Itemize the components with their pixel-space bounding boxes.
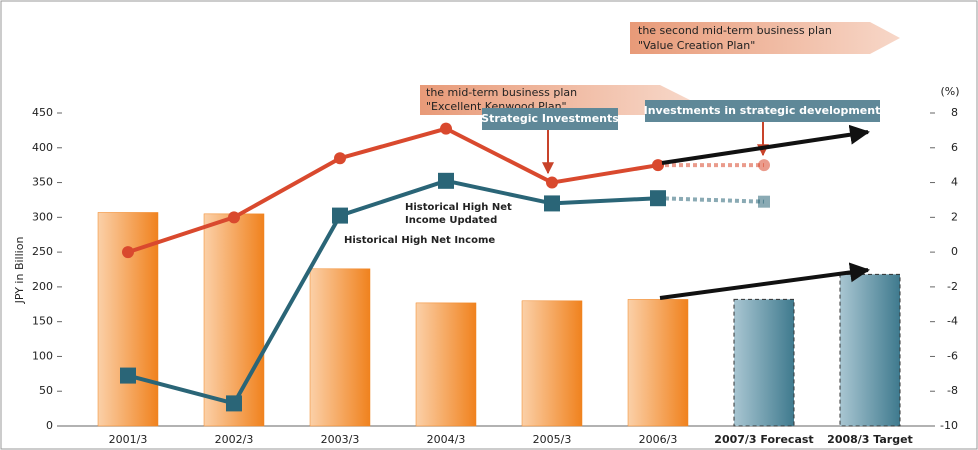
marker — [650, 190, 666, 207]
marker — [228, 211, 240, 224]
banner — [630, 22, 900, 54]
callout-text: Strategic Investments — [481, 112, 619, 125]
annotation: Historical High Net Income — [344, 235, 495, 246]
y-tick-label: 350 — [32, 176, 53, 189]
x-tick-label: 2001/3 — [109, 433, 148, 446]
x-tick-label: 2007/3 Forecast — [714, 433, 813, 446]
bar — [627, 299, 689, 427]
y2-tick-label: -2 — [947, 280, 958, 293]
y2-tick-label: -4 — [947, 315, 958, 328]
callout-text: Investments in strategic development — [644, 104, 881, 117]
marker — [438, 172, 454, 189]
bar — [839, 273, 901, 427]
marker — [758, 159, 770, 172]
marker — [120, 367, 136, 384]
marker — [334, 152, 346, 165]
marker — [226, 395, 242, 412]
line — [127, 126, 659, 255]
callout-box — [645, 100, 880, 122]
y2-tick-label: -6 — [947, 349, 958, 362]
bar — [203, 213, 265, 427]
y2-tick-label: 8 — [951, 106, 958, 119]
banner-text: the mid-term business plan — [426, 86, 577, 99]
y2-tick-label: -10 — [940, 419, 958, 432]
callout-box — [482, 108, 618, 130]
trend-arrow — [661, 124, 870, 165]
x-tick-label: 2005/3 — [533, 433, 572, 446]
banner-text: the second mid-term business plan — [638, 24, 832, 37]
x-tick-label: 2006/3 — [639, 433, 678, 446]
annotation: Income Updated — [405, 215, 497, 226]
annotation: Historical High Net — [405, 202, 512, 213]
y-tick-label: 150 — [32, 315, 53, 328]
x-tick-label: 2004/3 — [427, 433, 466, 446]
line-forecast — [657, 196, 765, 204]
y-tick-label: 400 — [32, 141, 53, 154]
x-tick-label: 2002/3 — [215, 433, 254, 446]
y-tick-label: 100 — [32, 349, 53, 362]
y-tick-label: 200 — [32, 280, 53, 293]
y-tick-label: 250 — [32, 245, 53, 258]
marker — [652, 159, 664, 172]
y2-axis-label: (%) — [940, 85, 959, 98]
marker — [758, 195, 770, 208]
marker — [332, 207, 348, 224]
bar — [309, 268, 371, 427]
y2-tick-label: 6 — [951, 141, 958, 154]
banner — [420, 85, 690, 115]
banner-text: "Value Creation Plan" — [638, 39, 755, 52]
bar — [415, 302, 477, 427]
x-tick-label: 2008/3 Target — [827, 433, 913, 446]
marker — [546, 176, 558, 189]
marker — [544, 195, 560, 212]
y2-tick-label: 2 — [951, 210, 958, 223]
y2-tick-label: -8 — [947, 384, 958, 397]
y-tick-label: 300 — [32, 210, 53, 223]
y2-tick-label: 4 — [951, 176, 958, 189]
line — [127, 178, 659, 406]
y2-tick-label: 0 — [951, 245, 958, 258]
y-tick-label: 0 — [46, 419, 53, 432]
trend-arrow — [659, 262, 870, 300]
y-tick-label: 50 — [39, 384, 53, 397]
bar — [521, 300, 583, 427]
y-tick-label: 450 — [32, 106, 53, 119]
marker — [440, 122, 452, 135]
x-tick-label: 2003/3 — [321, 433, 360, 446]
bar — [733, 298, 795, 427]
marker — [122, 246, 134, 259]
y-axis-label: JPY in Billion — [13, 237, 26, 305]
